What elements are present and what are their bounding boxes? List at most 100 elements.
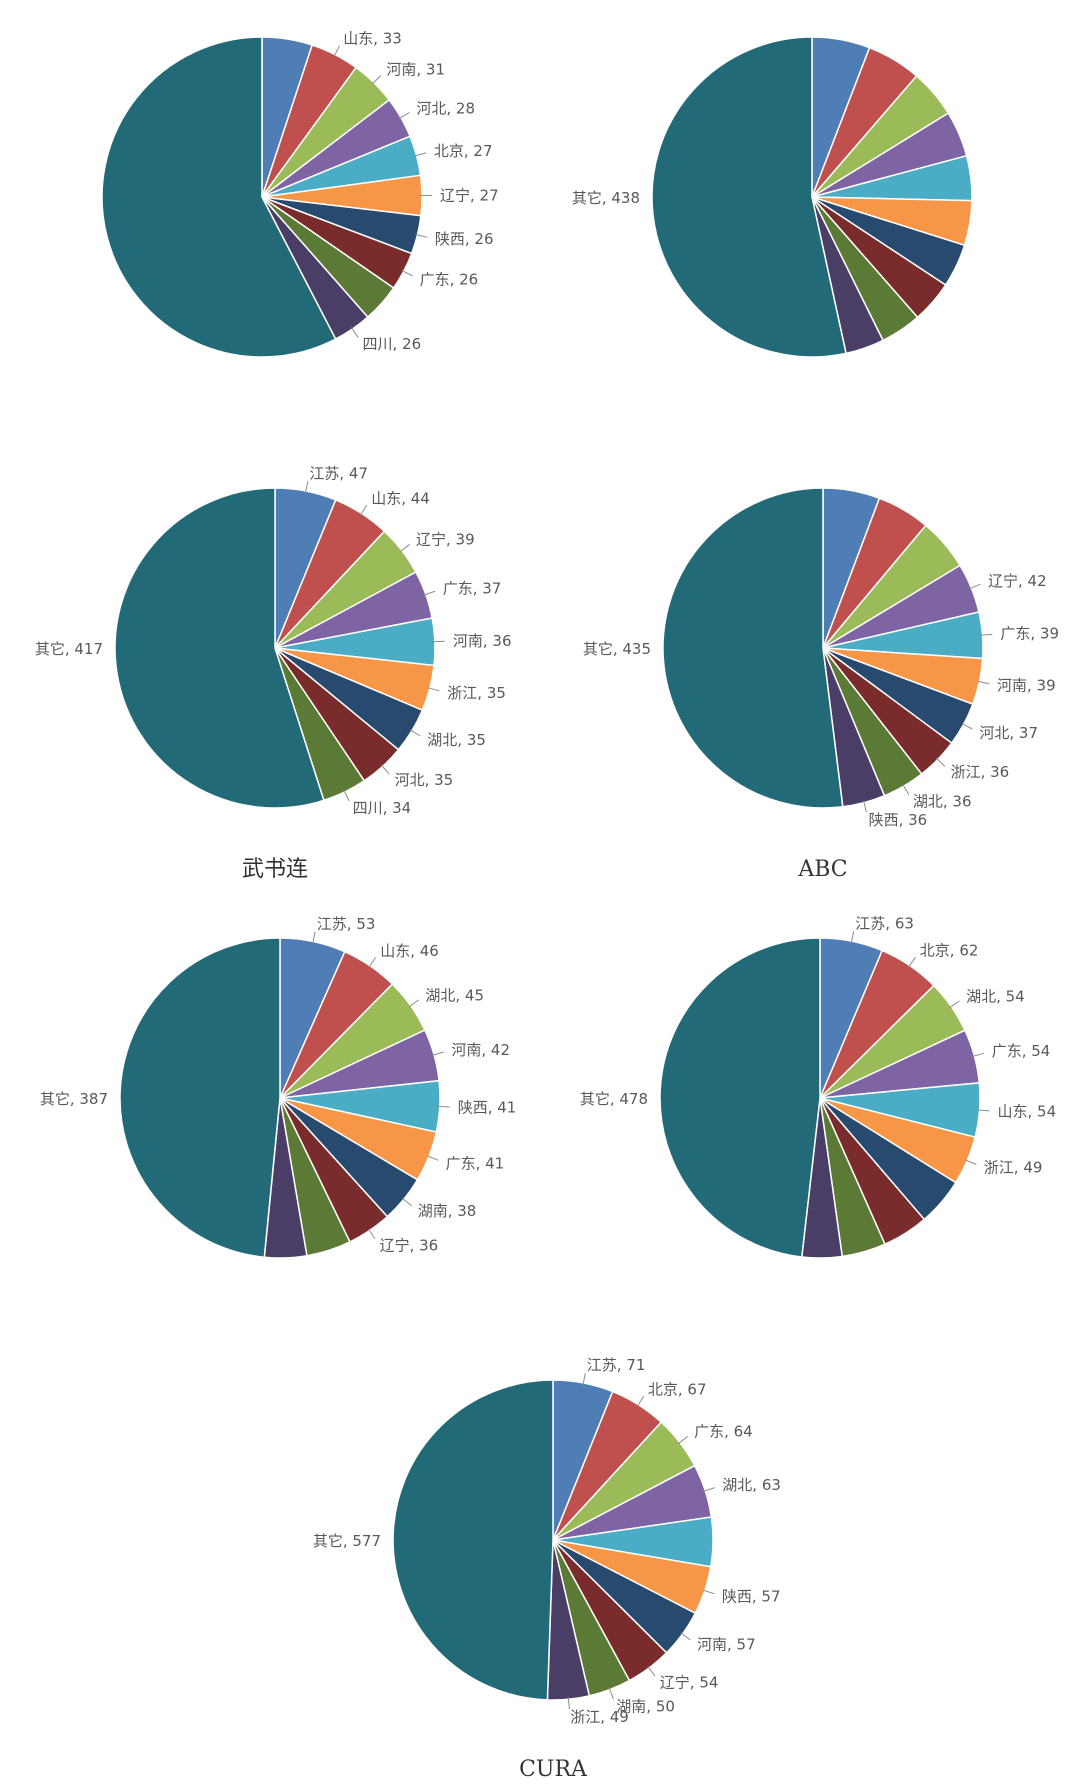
- pie-data-label: 山东, 54: [998, 1103, 1057, 1121]
- leader-line: [437, 1105, 450, 1108]
- pie-data-label: 湖北, 54: [966, 987, 1025, 1005]
- pie-data-label: 河北, 28: [416, 100, 475, 118]
- leader-line: [432, 640, 445, 643]
- pie-data-label: 其它, 478: [580, 1090, 648, 1108]
- chart-title: 武书连: [242, 857, 308, 882]
- pie-slice: [119, 937, 281, 1259]
- leader-line: [426, 1155, 439, 1161]
- leader-line: [902, 784, 910, 795]
- pie-slice: [114, 487, 325, 809]
- pie-data-label: 山东, 46: [380, 942, 439, 960]
- leader-line: [702, 1589, 715, 1595]
- leader-line: [372, 75, 382, 85]
- leader-line: [677, 1436, 689, 1445]
- leader-line: [972, 1052, 985, 1057]
- pie-data-label: 广东, 64: [694, 1423, 753, 1441]
- leader-line: [414, 152, 427, 157]
- leader-line: [409, 729, 421, 737]
- leader-line: [398, 112, 410, 119]
- pie-data-label: 湖南, 50: [616, 1697, 675, 1715]
- leader-line: [333, 45, 340, 57]
- pie-data-label: 陕西, 57: [722, 1587, 781, 1605]
- pie-data-label: 湖北, 45: [425, 986, 484, 1004]
- pie-data-label: 浙江, 49: [570, 1708, 629, 1726]
- leader-line: [703, 1487, 715, 1492]
- pie-data-label: 四川, 26: [363, 335, 422, 353]
- leader-line: [423, 590, 436, 596]
- leader-line: [427, 687, 440, 692]
- leader-line: [965, 1159, 977, 1165]
- leader-line: [935, 757, 946, 767]
- pie-slice: [659, 937, 821, 1258]
- pie-data-label: 其它, 435: [583, 640, 651, 658]
- pie-data-label: 河南, 36: [453, 632, 512, 650]
- pie-chart-4: 辽宁, 42 广东, 39 河南, 39 河北, 37 浙江, 36 湖北, 36陕西, …: [583, 487, 1059, 882]
- pie-data-label: 浙江, 36: [951, 763, 1010, 781]
- pie-data-label: 湖北, 35: [427, 731, 486, 749]
- leader-line: [608, 1687, 614, 1700]
- pie-data-label: 广东, 54: [992, 1042, 1051, 1060]
- leader-line: [680, 1632, 691, 1641]
- pie-data-label: 北京, 27: [434, 142, 493, 160]
- pie-data-label: 山东, 33: [343, 30, 402, 48]
- leader-line: [408, 999, 420, 1008]
- pie-data-label: 河南, 39: [997, 677, 1056, 695]
- pie-data-label: 其它, 577: [313, 1532, 381, 1550]
- leader-line: [431, 1051, 444, 1056]
- pie-data-label: 河南, 42: [451, 1041, 510, 1059]
- pie-data-label: 湖北, 63: [722, 1476, 781, 1494]
- pie-data-label: 广东, 41: [446, 1154, 505, 1172]
- leader-line: [961, 722, 973, 730]
- pie-data-label: 其它, 438: [572, 189, 640, 207]
- leader-line: [367, 1228, 376, 1240]
- leader-line: [969, 583, 981, 590]
- pie-data-label: 辽宁, 27: [440, 186, 499, 204]
- pie-data-label: 北京, 62: [920, 942, 979, 960]
- pie-data-label: 江苏, 63: [855, 915, 914, 933]
- pie-data-label: 山东, 44: [371, 489, 430, 507]
- leader-line: [312, 931, 316, 944]
- pie-data-label: 辽宁, 36: [380, 1237, 439, 1255]
- leader-line: [863, 800, 867, 813]
- leader-line: [343, 789, 350, 802]
- pie-data-label: 广东, 37: [443, 579, 502, 597]
- chart-title: CURA: [519, 1757, 588, 1782]
- pie-data-label: 陕西, 41: [458, 1098, 517, 1116]
- leader-line: [399, 543, 411, 552]
- pie-slice: [662, 487, 844, 809]
- leader-line: [350, 327, 359, 338]
- pie-data-label: 江苏, 47: [309, 464, 368, 482]
- leader-line: [647, 1666, 656, 1677]
- pie-data-label: 湖南, 38: [418, 1202, 477, 1220]
- pie-data-label: 江苏, 53: [317, 915, 376, 933]
- pie-data-label: 广东, 26: [420, 271, 479, 289]
- pie-data-label: 四川, 34: [353, 799, 412, 817]
- pie-data-label: 河北, 35: [395, 771, 454, 789]
- pie-data-label: 辽宁, 54: [660, 1673, 719, 1691]
- leader-line: [582, 1373, 586, 1385]
- leader-line: [850, 931, 855, 944]
- pie-data-label: 河北, 37: [979, 724, 1038, 742]
- leader-line: [977, 680, 990, 685]
- leader-line: [949, 1000, 960, 1009]
- pie-data-label: 浙江, 35: [447, 684, 506, 702]
- pie-data-label: 江苏, 71: [587, 1356, 646, 1374]
- pie-slice: [101, 36, 337, 358]
- pie-chart-2: 其它, 438: [572, 36, 973, 358]
- pie-data-label: 北京, 67: [648, 1380, 707, 1398]
- leader-line: [567, 1697, 570, 1710]
- leader-line: [380, 764, 390, 775]
- pie-data-label: 其它, 387: [40, 1090, 108, 1108]
- pie-data-label: 湖北, 36: [913, 793, 972, 811]
- leader-line: [401, 269, 413, 277]
- pie-slice: [392, 1379, 554, 1701]
- pie-slice: [651, 36, 847, 358]
- pie-chart-1: 山东, 33 河南, 31 河北, 28 北京, 27 辽宁, 27 陕西, 26 广东, …: [101, 30, 499, 358]
- pie-data-label: 辽宁, 39: [416, 530, 475, 548]
- leader-line: [415, 233, 428, 238]
- pie-chart-6: 江苏, 63 北京, 62 湖北, 54 广东, 54 山东, 54 浙江, 49 其它, …: [580, 915, 1057, 1259]
